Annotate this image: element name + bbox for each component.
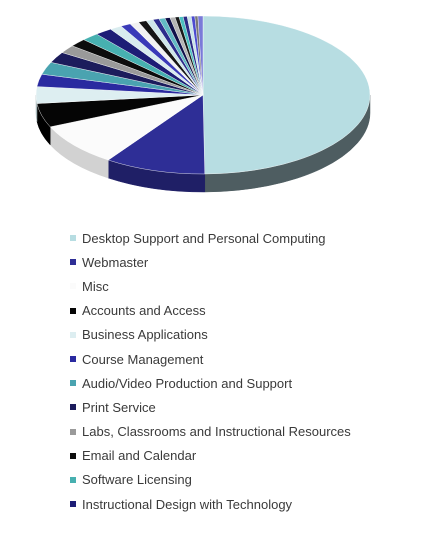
legend-item-email-and-calendar: Email and Calendar (70, 444, 420, 468)
legend-label: Labs, Classrooms and Instructional Resou… (82, 424, 351, 440)
legend-item-software-licensing: Software Licensing (70, 468, 420, 492)
legend-label: Email and Calendar (82, 448, 197, 464)
legend-item-print-service: Print Service (70, 395, 420, 419)
legend-item-misc: Misc (70, 274, 420, 298)
legend-item-accounts-and-access: Accounts and Access (70, 299, 420, 323)
pie-slice-misc (49, 94, 204, 161)
legend-swatch (70, 356, 76, 363)
legend-swatch (70, 428, 76, 435)
legend-swatch (70, 501, 76, 508)
legend-swatch (70, 307, 76, 314)
legend-item-labs-classrooms-and-instructional-resources: Labs, Classrooms and Instructional Resou… (70, 420, 420, 444)
pie-slice-webmaster (107, 94, 205, 175)
legend-swatch (70, 283, 76, 290)
pie-tops (35, 15, 371, 175)
legend: Desktop Support and Personal Computing We… (70, 226, 420, 516)
legend-item-business-applications: Business Applications (70, 323, 420, 347)
legend-swatch (70, 259, 76, 266)
legend-item-webmaster: Webmaster (70, 250, 420, 274)
legend-swatch (70, 235, 76, 242)
legend-item-audio-video-production-and-support: Audio/Video Production and Support (70, 371, 420, 395)
legend-swatch (70, 476, 76, 483)
legend-label: Software Licensing (82, 472, 192, 488)
legend-label: Audio/Video Production and Support (82, 375, 293, 391)
legend-label: Desktop Support and Personal Computing (82, 230, 326, 246)
legend-item-desktop-support-and-personal-computing: Desktop Support and Personal Computing (70, 226, 420, 250)
legend-label: Instructional Design with Technology (82, 496, 293, 512)
legend-label: Accounts and Access (82, 303, 206, 319)
legend-swatch (70, 404, 76, 411)
pie-slice-minor-27 (197, 15, 204, 96)
legend-label: Course Management (82, 351, 204, 367)
legend-label: Webmaster (82, 254, 149, 270)
legend-item-instructional-design-with-technology: Instructional Design with Technology (70, 492, 420, 516)
legend-label: Print Service (82, 399, 156, 415)
legend-label: Misc (82, 278, 109, 294)
pie-sides (35, 94, 371, 193)
legend-item-course-management: Course Management (70, 347, 420, 371)
legend-swatch (70, 452, 76, 459)
legend-swatch (70, 380, 76, 387)
legend-label: Business Applications (82, 327, 208, 343)
legend-swatch (70, 331, 76, 338)
pie-slice-desktop-support-and-personal-computing (202, 15, 371, 175)
pie-plot (35, 15, 371, 193)
